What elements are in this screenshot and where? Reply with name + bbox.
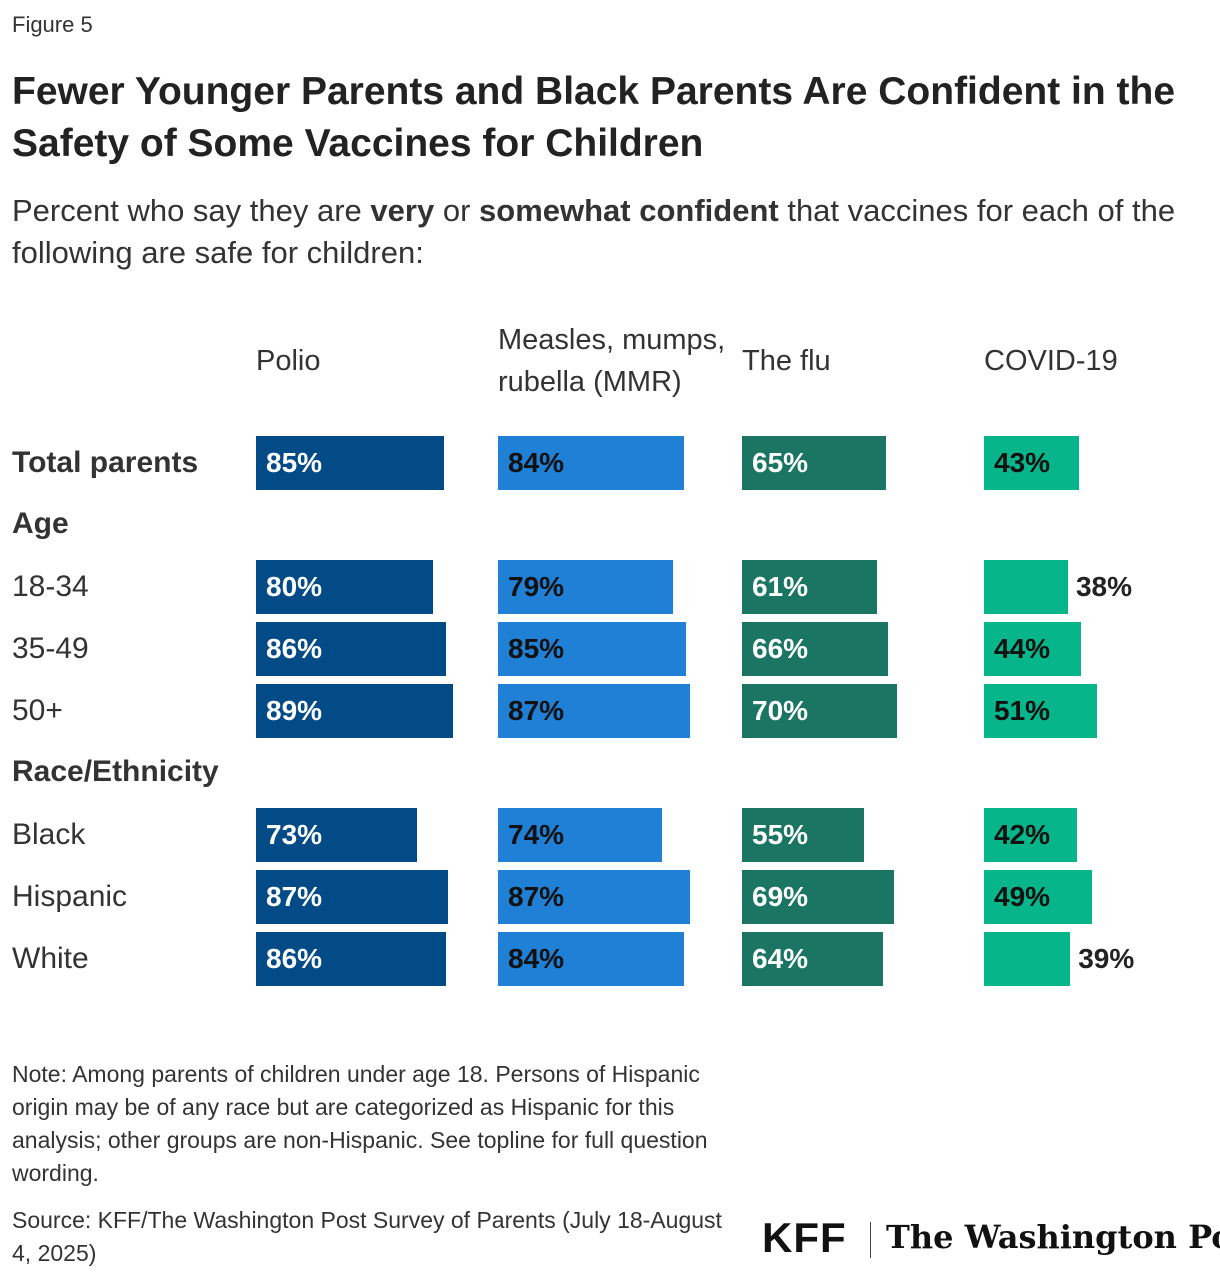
subtitle-part: somewhat confident xyxy=(479,193,779,228)
bar xyxy=(256,932,447,986)
bar xyxy=(984,684,1097,738)
value-label: 38% xyxy=(1075,571,1133,602)
category-label: Total parents xyxy=(12,446,199,479)
value-label: 42% xyxy=(994,819,1051,850)
value-label: 79% xyxy=(508,571,565,602)
bar xyxy=(498,560,673,614)
subtitle-part: or xyxy=(434,193,480,228)
series-header: Measles, mumps, rubella (MMR) xyxy=(498,324,726,398)
bar xyxy=(498,622,686,676)
value-label: 85% xyxy=(266,447,323,478)
value-label: 65% xyxy=(752,447,809,478)
series-header: The flu xyxy=(742,345,831,377)
bar xyxy=(742,870,895,924)
bar xyxy=(984,436,1080,490)
category-label: 18-34 xyxy=(12,570,89,603)
value-label: 49% xyxy=(994,881,1051,912)
value-label: 39% xyxy=(1078,943,1135,974)
bar xyxy=(742,560,877,614)
value-label: 64% xyxy=(752,943,809,974)
value-label: 43% xyxy=(994,447,1051,478)
bar xyxy=(984,870,1093,924)
value-label: 74% xyxy=(508,819,565,850)
separator xyxy=(870,1222,871,1258)
bar xyxy=(498,436,684,490)
source: Source: KFF/The Washington Post Survey o… xyxy=(12,1207,722,1266)
series-header: Polio xyxy=(256,345,321,377)
category-label: White xyxy=(12,942,89,975)
bar xyxy=(256,436,444,490)
value-label: 70% xyxy=(752,695,809,726)
value-label: 86% xyxy=(266,633,323,664)
bar xyxy=(742,808,864,862)
bar xyxy=(256,560,433,614)
category-label: 35-49 xyxy=(12,632,89,665)
value-label: 84% xyxy=(508,447,565,478)
bar xyxy=(498,870,691,924)
bar xyxy=(984,560,1068,614)
subtitle-part: that vaccines for each of the following … xyxy=(12,193,1176,270)
bar xyxy=(256,808,418,862)
logo: The Washington Post xyxy=(886,1218,1220,1256)
figure-label: Figure 5 xyxy=(12,12,93,37)
value-label: 87% xyxy=(508,881,565,912)
category-label: Race/Ethnicity xyxy=(12,755,219,788)
note: Note: Among parents of children under ag… xyxy=(12,1061,708,1186)
value-label: 87% xyxy=(508,695,565,726)
subtitle-part: very xyxy=(370,193,435,228)
value-label: 85% xyxy=(508,633,565,664)
bar xyxy=(984,808,1077,862)
bar xyxy=(742,436,886,490)
category-label: Age xyxy=(12,507,69,540)
value-label: 80% xyxy=(266,571,323,602)
category-label: Black xyxy=(12,818,86,851)
value-label: 87% xyxy=(266,881,323,912)
category-label: Hispanic xyxy=(12,880,128,913)
value-label: 66% xyxy=(752,633,809,664)
value-label: 55% xyxy=(752,819,809,850)
bar xyxy=(256,870,449,924)
category-label: 50+ xyxy=(12,694,63,727)
bar xyxy=(256,684,453,738)
value-label: 89% xyxy=(266,695,323,726)
chart-subtitle: Percent who say they are very or somewha… xyxy=(12,190,1212,274)
bar xyxy=(742,622,888,676)
value-label: 73% xyxy=(266,819,323,850)
bar xyxy=(742,932,884,986)
value-label: 44% xyxy=(994,633,1051,664)
bar xyxy=(498,808,662,862)
chart-title: Fewer Younger Parents and Black Parents … xyxy=(12,70,1176,165)
bar xyxy=(984,622,1082,676)
bar xyxy=(742,684,897,738)
value-label: 51% xyxy=(994,695,1051,726)
series-header: COVID-19 xyxy=(984,345,1118,377)
logo: KFF xyxy=(762,1214,847,1261)
value-label: 86% xyxy=(266,943,323,974)
bar xyxy=(498,932,684,986)
bar xyxy=(984,932,1071,986)
value-label: 61% xyxy=(752,571,809,602)
bar xyxy=(256,622,447,676)
value-label: 69% xyxy=(752,881,809,912)
value-label: 84% xyxy=(508,943,565,974)
bar xyxy=(498,684,691,738)
subtitle-part: Percent who say they are xyxy=(12,193,371,228)
